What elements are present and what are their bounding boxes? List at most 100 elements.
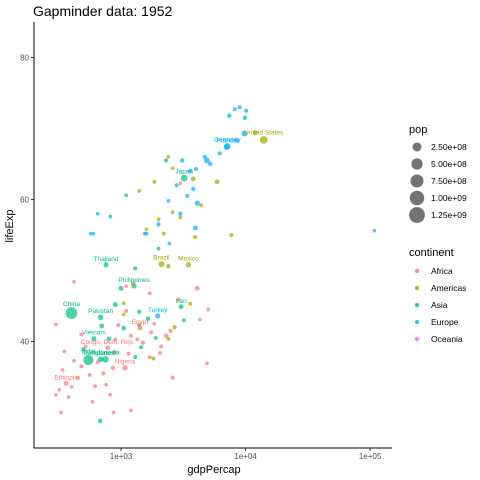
data-point — [163, 333, 169, 339]
y-tick-label: 40 — [20, 338, 29, 347]
data-point — [194, 285, 200, 291]
data-point — [167, 241, 172, 246]
size-legend-label: 7.50e+08 — [431, 176, 467, 186]
data-point — [237, 105, 242, 110]
data-point — [79, 364, 84, 369]
data-point — [72, 358, 77, 363]
point-label: Brazil — [153, 255, 170, 262]
data-point — [217, 151, 222, 156]
size-legend-key — [409, 190, 425, 206]
data-point — [133, 266, 138, 271]
data-point — [181, 318, 186, 323]
data-point — [159, 344, 164, 349]
data-point — [232, 107, 237, 112]
data-point — [97, 314, 104, 321]
color-legend-title: continent — [409, 247, 454, 259]
data-point — [72, 280, 76, 284]
data-point — [156, 222, 161, 227]
color-legend-key — [414, 268, 420, 274]
data-point — [253, 130, 258, 136]
size-legend-key — [409, 207, 425, 223]
point-label: Nigeria — [115, 359, 136, 366]
data-point — [204, 157, 210, 164]
point-labels: China India United States Japan GermanyFranc… — [54, 130, 284, 382]
data-point — [126, 351, 131, 356]
data-point — [174, 183, 179, 188]
point-label: France — [216, 138, 237, 145]
data-point — [192, 234, 198, 240]
data-point — [69, 384, 74, 389]
data-point — [145, 316, 151, 322]
data-point — [108, 214, 113, 219]
data-point — [133, 355, 138, 360]
data-point — [87, 372, 92, 377]
data-point — [166, 264, 171, 269]
chart-title: Gapminder data: 1952 — [33, 3, 173, 19]
point-label: Bangladesh — [83, 350, 118, 357]
data-point — [170, 210, 175, 215]
point-label: Germany — [214, 137, 241, 144]
data-point — [62, 349, 67, 354]
data-point — [108, 392, 113, 397]
data-point — [111, 410, 116, 415]
data-points — [54, 105, 377, 424]
data-point — [128, 333, 133, 338]
x-axis-title: gdpPercap — [187, 464, 240, 476]
color-legend-label: Africa — [431, 266, 453, 276]
data-point — [166, 155, 171, 159]
x-tick-label: 1e+04 — [234, 452, 257, 461]
data-point — [144, 227, 149, 232]
data-point — [59, 410, 63, 415]
data-point — [158, 261, 165, 268]
data-point — [179, 158, 185, 163]
point-label: Mexico — [178, 256, 199, 263]
data-point — [214, 179, 220, 185]
color-legend-label: Americas — [431, 283, 466, 293]
data-point — [188, 301, 193, 306]
data-point — [105, 345, 111, 351]
data-point — [156, 217, 161, 222]
point-label: United States — [244, 130, 284, 137]
data-point — [99, 323, 105, 329]
point-label: Japan — [175, 168, 193, 175]
data-point — [166, 336, 171, 341]
data-point — [152, 321, 157, 326]
data-point — [135, 337, 140, 342]
data-point — [170, 166, 175, 171]
data-point — [57, 387, 62, 392]
color-legend-key — [414, 302, 420, 308]
data-point — [168, 328, 173, 333]
data-point — [124, 284, 129, 288]
point-label: India — [81, 348, 95, 355]
data-point — [121, 301, 126, 306]
data-point — [241, 130, 248, 137]
data-point — [185, 193, 190, 198]
data-point — [164, 158, 169, 163]
point-label: China — [63, 301, 80, 308]
color-legend-key — [414, 319, 420, 325]
data-point — [124, 308, 129, 314]
data-point — [124, 193, 129, 198]
data-point — [188, 168, 193, 174]
color-legend-label: Oceania — [431, 334, 463, 344]
data-point — [197, 317, 202, 322]
data-point — [178, 181, 183, 186]
data-point — [104, 382, 109, 387]
data-point — [90, 400, 95, 404]
data-point — [137, 189, 142, 193]
y-axis-title: lifeExp — [4, 209, 16, 242]
data-point — [79, 332, 84, 337]
data-point — [234, 138, 240, 143]
point-label: Ethiopia — [54, 374, 78, 381]
data-point — [206, 307, 211, 312]
data-point — [137, 323, 142, 328]
data-point — [116, 323, 121, 328]
data-point — [151, 356, 156, 361]
data-point — [75, 375, 80, 380]
data-point — [185, 262, 192, 268]
data-point — [54, 392, 58, 397]
size-legend-label: 5.00e+08 — [431, 159, 467, 169]
x-tick-label: 1e+03 — [110, 452, 133, 461]
data-point — [180, 174, 188, 182]
data-point — [103, 262, 109, 268]
